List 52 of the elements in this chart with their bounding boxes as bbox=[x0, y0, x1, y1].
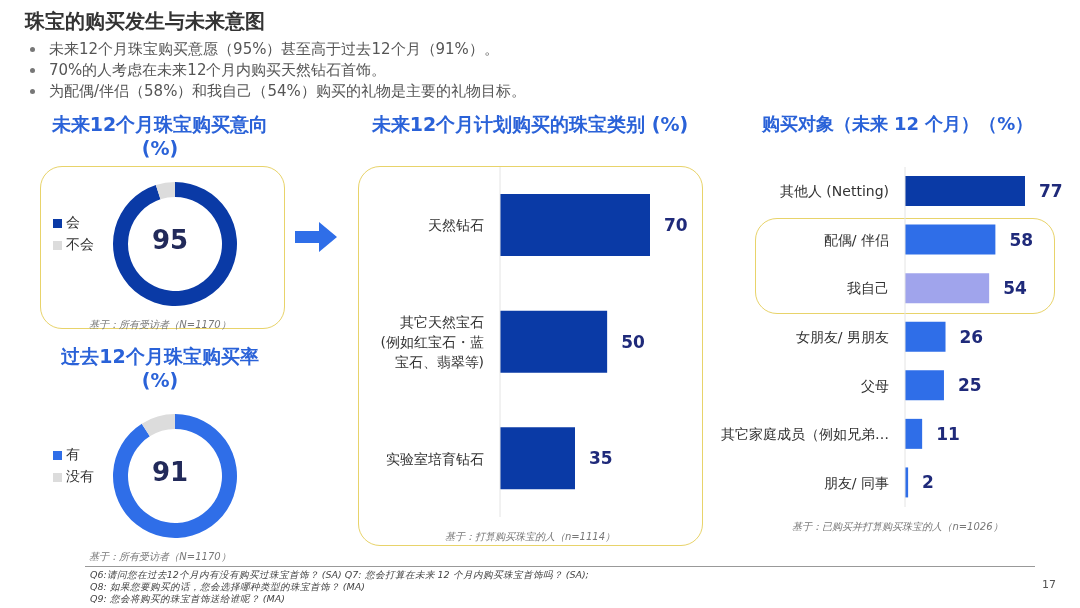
y-tick-label: 其他人 (Netting) bbox=[779, 183, 889, 200]
donut-slice bbox=[113, 414, 237, 538]
y-tick-label: 朋友/ 同事 bbox=[823, 474, 889, 491]
data-label: 58 bbox=[1009, 229, 1034, 250]
legend-label: 没有 bbox=[65, 467, 94, 486]
data-label: 11 bbox=[936, 423, 960, 444]
data-label: 77 bbox=[1039, 181, 1063, 202]
donut-slice bbox=[155, 182, 175, 200]
data-label: 26 bbox=[959, 326, 984, 347]
legend-label: 不会 bbox=[65, 235, 94, 254]
legend-label: 有 bbox=[65, 445, 81, 464]
chart-title: 未来12个月珠宝购买意向 (%) bbox=[50, 112, 270, 160]
y-tick-label: 女朋友/ 男朋友 bbox=[795, 329, 889, 345]
text: 基于：打算购买珠宝的人（n=1114） bbox=[443, 530, 617, 544]
text: 未来12个月珠宝购买意愿（95%）甚至高于过去12个月（91%）。 bbox=[49, 40, 499, 59]
data-label: 35 bbox=[589, 448, 613, 469]
donut-slice bbox=[113, 182, 237, 306]
text: 基于：所有受访者（N=1170） bbox=[88, 318, 232, 332]
bar bbox=[905, 370, 944, 401]
legend-label: 会 bbox=[65, 213, 81, 232]
chart-title: 未来12个月计划购买的珠宝类别 (%) bbox=[370, 112, 690, 137]
data-label: 54 bbox=[1003, 278, 1027, 299]
data-label: 91 bbox=[151, 457, 189, 487]
bar bbox=[905, 321, 946, 352]
chart-title: 购买对象（未来 12 个月）（%） bbox=[760, 112, 1035, 136]
y-tick-label: 实验室培育钻石 bbox=[386, 450, 484, 467]
text: 基于：已购买并打算购买珠宝的人（n=1026） bbox=[791, 520, 1004, 534]
donut-slice bbox=[141, 414, 175, 437]
y-tick-label: 其它家庭成员（例如兄弟… bbox=[721, 426, 889, 443]
data-label: 2 bbox=[922, 472, 934, 493]
text: 珠宝的购买发生与未来意图 bbox=[25, 9, 265, 33]
text: 70%的人考虑在未来12个月内购买天然钻石首饰。 bbox=[49, 61, 387, 80]
y-tick-label: 父母 bbox=[861, 377, 889, 394]
chart-title: 过去12个月珠宝购买率 (%) bbox=[60, 344, 260, 392]
bar bbox=[905, 176, 1025, 206]
bar bbox=[905, 418, 923, 449]
text: 17 bbox=[1042, 578, 1056, 591]
y-tick-label: 天然钻石 bbox=[428, 217, 484, 234]
bar bbox=[905, 273, 990, 304]
data-label: 25 bbox=[957, 375, 982, 396]
y-tick-label: 其它天然宝石 (例如红宝石・蓝宝石、翡翠等) bbox=[380, 314, 484, 370]
text: Q9: 您会将购买的珠宝首饰送给谁呢？ (MA) bbox=[90, 593, 285, 606]
data-label: 95 bbox=[151, 225, 189, 255]
data-label: 70 bbox=[664, 215, 688, 236]
y-tick-label: 配偶/ 伴侣 bbox=[823, 231, 889, 248]
text: 基于：所有受访者（N=1170） bbox=[88, 550, 232, 564]
text: Q6:请问您在过去12个月内有没有购买过珠宝首饰？ (SA) Q7: 您会打算在未来 12 个月内购买珠宝首饰吗？ (SA); bbox=[90, 569, 589, 582]
bar bbox=[905, 224, 996, 255]
text: Q8: 如果您要购买的话，您会选择哪种类型的珠宝首饰？ (MA) bbox=[90, 581, 365, 594]
text: 为配偶/伴侣（58%）和我自己（54%）购买的礼物是主要的礼物目标。 bbox=[49, 82, 526, 101]
y-tick-label: 我自己 bbox=[847, 280, 889, 297]
data-label: 50 bbox=[621, 331, 645, 352]
